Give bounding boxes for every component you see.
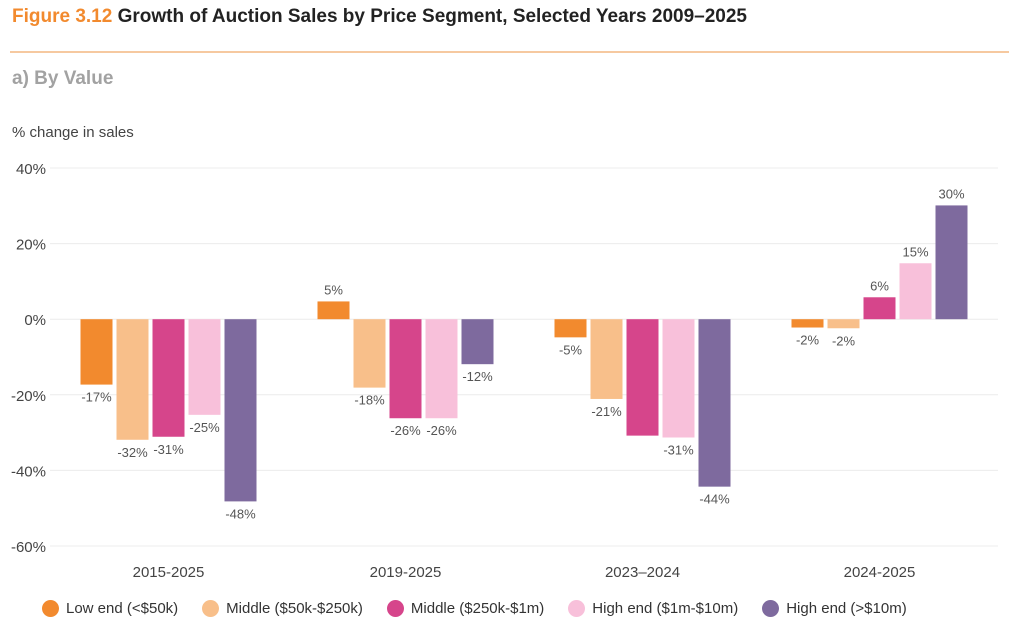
data-label: -31%	[663, 443, 694, 458]
legend-label: Low end (<$50k)	[66, 600, 179, 617]
chart-subtitle: a) By Value	[12, 68, 114, 89]
bar	[188, 319, 221, 415]
data-label: -26%	[426, 423, 457, 438]
bar	[590, 319, 623, 399]
bar	[827, 319, 860, 329]
legend-item: Middle ($250k-$1m)	[386, 600, 545, 617]
figure-title: Figure 3.12 Growth of Auction Sales by P…	[12, 6, 747, 28]
legend-item: High end ($1m-$10m)	[568, 600, 738, 617]
legend-swatch	[568, 600, 586, 617]
data-label: -32%	[117, 445, 148, 460]
data-label: -18%	[354, 393, 385, 408]
legend-item: Middle ($50k-$250k)	[202, 600, 363, 617]
data-label: -5%	[559, 342, 583, 357]
bar	[80, 319, 113, 385]
bar	[899, 263, 932, 320]
data-label: -48%	[225, 506, 256, 521]
x-category-label: 2023–2024	[605, 564, 680, 581]
data-label: -2%	[832, 333, 856, 348]
data-label: -2%	[796, 333, 820, 348]
legend-item: Low end (<$50k)	[42, 600, 178, 617]
data-label: -12%	[462, 369, 493, 384]
bar	[317, 301, 350, 320]
x-category-label: 2024-2025	[844, 564, 916, 581]
y-tick-label: 0%	[24, 312, 46, 329]
bar	[554, 319, 587, 338]
bar	[461, 319, 494, 365]
bar	[698, 319, 731, 487]
legend-label: High end ($1m-$10m)	[592, 600, 739, 617]
legend-item: High end (>$10m)	[762, 600, 907, 617]
data-label: -17%	[81, 390, 112, 405]
data-label: -25%	[189, 420, 220, 435]
data-label: 15%	[902, 244, 928, 259]
title-divider	[10, 51, 1009, 53]
legend-swatch	[202, 600, 220, 617]
figure-title-text: Growth of Auction Sales by Price Segment…	[117, 6, 748, 27]
data-label: 6%	[870, 278, 889, 293]
legend-swatch	[42, 600, 59, 617]
x-category-label: 2015-2025	[133, 564, 205, 581]
bar	[626, 319, 659, 436]
figure-number: Figure 3.12	[12, 6, 113, 27]
data-label: -31%	[153, 442, 184, 457]
data-label: -44%	[699, 492, 730, 507]
x-category-label: 2019-2025	[370, 564, 442, 581]
bar	[863, 297, 896, 320]
y-tick-label: 40%	[16, 161, 46, 178]
bar	[935, 205, 968, 320]
y-axis-label: % change in sales	[12, 124, 134, 141]
y-tick-label: 20%	[16, 237, 46, 254]
chart-legend: Low end (<$50k) Middle ($50k-$250k) Middle…	[42, 600, 907, 617]
bar	[425, 319, 458, 419]
y-tick-label: -60%	[11, 539, 46, 556]
data-label: -26%	[390, 423, 421, 438]
bar	[791, 319, 824, 328]
data-label: 5%	[324, 282, 343, 297]
legend-label: High end (>$10m)	[786, 600, 907, 617]
legend-label: Middle ($250k-$1m)	[410, 600, 545, 617]
bar	[152, 319, 185, 437]
y-tick-label: -20%	[11, 388, 46, 405]
bar	[116, 319, 149, 440]
bar	[224, 319, 257, 502]
data-label: 30%	[938, 186, 964, 201]
y-tick-label: -40%	[11, 463, 46, 480]
legend-label: Middle ($50k-$250k)	[226, 600, 363, 617]
bar	[353, 319, 386, 388]
legend-swatch	[762, 600, 780, 617]
bar	[662, 319, 695, 438]
bar	[389, 319, 422, 419]
data-label: -21%	[591, 404, 622, 419]
legend-swatch	[386, 600, 404, 617]
